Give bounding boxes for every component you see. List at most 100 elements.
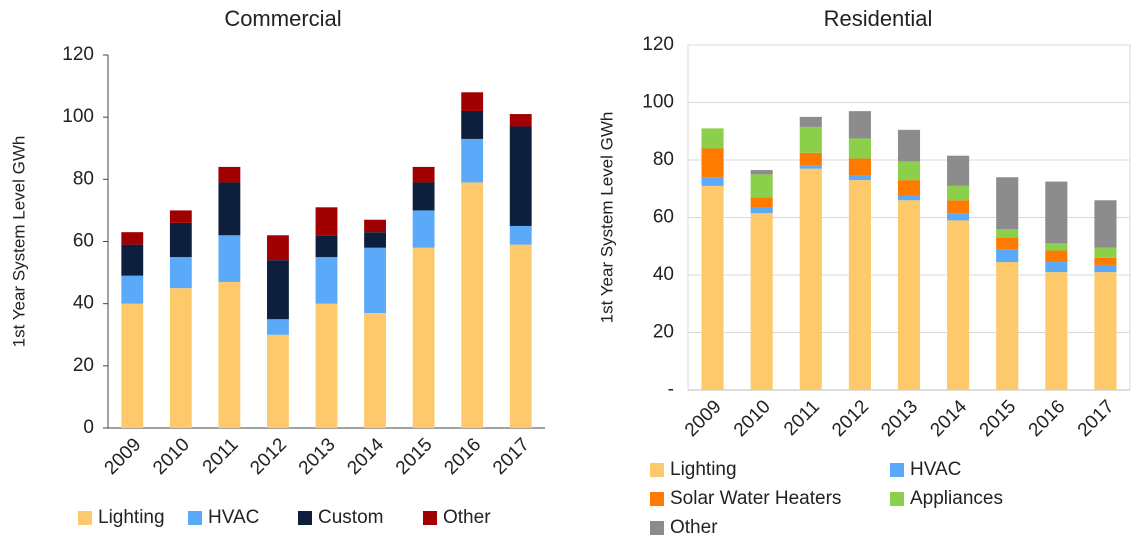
bar-segment (897, 195, 921, 201)
bar-segment (897, 129, 921, 162)
bar-segment (509, 126, 532, 226)
x-tick-label: 2009 (681, 396, 726, 441)
x-tick-label: 2011 (199, 434, 243, 478)
bar-segment (218, 182, 241, 236)
bar-segment (412, 247, 435, 428)
bar-segment (169, 288, 192, 428)
y-tick-label: 20 (653, 322, 674, 343)
legend-swatch (650, 463, 664, 477)
bar-segment (1045, 262, 1068, 273)
bar-segment (218, 281, 241, 428)
x-tick-label: 2010 (149, 434, 194, 479)
bar-segment (701, 177, 724, 186)
bar-segment (947, 185, 970, 201)
bar-segment (1094, 247, 1117, 258)
legend-swatch (650, 492, 664, 506)
bar-segment (996, 262, 1019, 390)
bar-segment (848, 158, 871, 176)
bar-segment (1094, 272, 1117, 390)
legend-swatch (423, 511, 437, 525)
bar-segment (169, 257, 192, 289)
bar-segment (1094, 200, 1117, 248)
bar-segment (996, 249, 1019, 263)
bar-segment (701, 128, 724, 149)
bar-segment (799, 152, 822, 166)
legend-swatch (890, 492, 904, 506)
legend-label: Custom (318, 507, 383, 528)
y-tick-label: 60 (653, 207, 674, 228)
bar-segment (121, 275, 144, 304)
bar-segment (315, 207, 338, 236)
legend-label: HVAC (208, 507, 259, 528)
y-tick-label: 120 (642, 34, 674, 55)
bar-segment (750, 213, 773, 390)
legend-swatch (188, 511, 202, 525)
x-tick-label: 2016 (1025, 396, 1070, 441)
bar-segment (121, 232, 144, 245)
bar-segment (315, 303, 338, 428)
bar-segment (1094, 264, 1117, 273)
y-axis-label: 1st Year System Level GWh (597, 112, 616, 324)
bar-segment (121, 244, 144, 276)
bar-segment (799, 165, 822, 169)
bar-segment (412, 182, 435, 211)
x-tick-label: 2016 (441, 434, 486, 479)
bar-segment (750, 174, 773, 198)
bar-segment (848, 138, 871, 159)
bar-segment (315, 235, 338, 258)
chart-title: Commercial (224, 6, 341, 31)
y-tick-label: 80 (653, 149, 674, 170)
bar-segment (897, 180, 921, 196)
bar-segment (412, 210, 435, 248)
y-tick-label: - (668, 379, 674, 400)
bar-segment (121, 303, 144, 428)
y-tick-label: 40 (73, 293, 94, 314)
x-tick-label: 2014 (926, 396, 971, 441)
x-tick-label: 2015 (976, 396, 1021, 441)
bar-segment (947, 200, 970, 214)
bar-segment (364, 247, 386, 313)
bar-segment (947, 220, 970, 390)
bar-segment (267, 235, 289, 261)
y-tick-label: 80 (73, 168, 94, 189)
bar-segment (848, 175, 871, 181)
bar-segment (1045, 243, 1068, 251)
legend-label: Lighting (670, 459, 737, 480)
bar-segment (799, 168, 822, 390)
legend-swatch (650, 521, 664, 535)
bar-segment (267, 319, 289, 335)
legend-label: HVAC (910, 459, 961, 480)
bar-segment (509, 244, 532, 428)
bar-segment (750, 197, 773, 208)
y-tick-label: 20 (73, 355, 94, 376)
bar-segment (218, 235, 241, 282)
bar-segment (509, 114, 532, 127)
legend-swatch (890, 463, 904, 477)
legend-label: Other (443, 507, 491, 528)
bar-segment (315, 257, 338, 304)
x-tick-label: 2011 (780, 396, 824, 440)
x-tick-label: 2012 (246, 434, 291, 479)
bar-segment (897, 161, 921, 181)
legend-label: Solar Water Heaters (670, 488, 841, 509)
y-tick-label: 120 (62, 44, 94, 65)
bar-segment (750, 207, 773, 214)
bar-segment (461, 138, 484, 183)
bar-segment (169, 222, 192, 258)
legend-label: Appliances (910, 488, 1003, 509)
bar-segment (848, 180, 871, 390)
bar-segment (218, 166, 241, 183)
bar-segment (267, 334, 289, 428)
x-tick-label: 2014 (343, 434, 388, 479)
y-tick-label: 0 (83, 417, 94, 438)
legend-swatch (78, 511, 92, 525)
x-tick-label: 2015 (392, 434, 437, 479)
x-tick-label: 2017 (489, 434, 534, 479)
bar-segment (996, 237, 1019, 250)
bar-segment (412, 166, 435, 183)
bar-segment (1045, 272, 1068, 390)
x-tick-label: 2009 (101, 434, 146, 479)
bar-segment (947, 155, 970, 186)
